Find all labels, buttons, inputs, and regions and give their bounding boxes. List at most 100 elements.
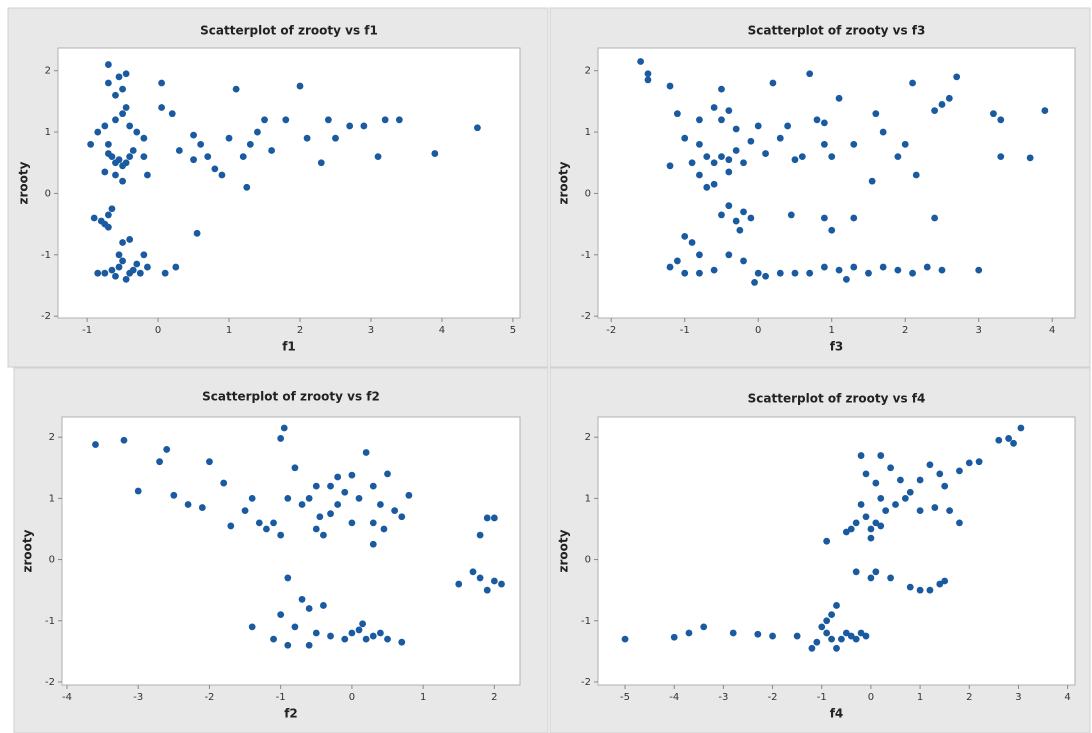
point <box>140 251 148 259</box>
point <box>806 269 814 277</box>
point <box>965 459 973 467</box>
point <box>305 494 313 502</box>
point <box>936 580 944 588</box>
point <box>119 239 126 246</box>
point <box>729 629 737 637</box>
point <box>112 171 119 179</box>
point <box>158 79 166 87</box>
point <box>498 580 505 588</box>
point <box>225 134 233 142</box>
point <box>206 458 213 466</box>
point <box>239 153 247 161</box>
x-tick-label: -3 <box>133 692 143 703</box>
point <box>901 494 909 502</box>
point <box>857 501 865 508</box>
point <box>136 269 144 277</box>
point <box>101 168 109 176</box>
point <box>787 211 795 219</box>
y-tick-label: 0 <box>45 188 51 199</box>
point <box>303 134 311 142</box>
point <box>94 269 102 277</box>
x-tick-label: 0 <box>868 692 874 703</box>
point <box>754 269 762 277</box>
point <box>317 159 325 167</box>
point <box>995 436 1003 444</box>
point <box>90 214 98 222</box>
point <box>877 522 885 530</box>
point <box>732 147 740 154</box>
point <box>762 272 769 280</box>
point <box>122 70 130 78</box>
point <box>476 531 484 539</box>
point <box>316 513 324 521</box>
point <box>1026 154 1034 162</box>
point <box>945 94 953 102</box>
x-tick-label: 3 <box>976 325 982 336</box>
point <box>941 577 949 585</box>
point <box>956 467 963 475</box>
point <box>263 525 270 533</box>
x-tick-label: -1 <box>82 325 92 336</box>
point <box>813 638 821 646</box>
point <box>923 263 931 271</box>
point <box>341 635 349 643</box>
point <box>1005 435 1013 442</box>
point <box>909 79 916 87</box>
point <box>277 435 285 442</box>
point <box>644 76 652 84</box>
y-tick-label: 2 <box>585 432 591 443</box>
point <box>754 630 762 638</box>
point <box>112 272 119 280</box>
point <box>879 128 887 136</box>
x-tick-label: 2 <box>966 692 972 703</box>
point <box>872 479 880 487</box>
point <box>867 534 875 542</box>
point <box>126 153 134 161</box>
point <box>673 257 681 265</box>
point <box>431 150 439 157</box>
point <box>847 525 855 533</box>
point <box>332 134 339 142</box>
point <box>725 202 733 210</box>
point <box>877 494 885 502</box>
point <box>119 85 126 93</box>
point <box>906 583 914 591</box>
point <box>298 501 306 508</box>
point <box>850 140 858 148</box>
point <box>490 514 498 522</box>
x-tick-label: 1 <box>917 692 923 703</box>
point <box>901 140 909 148</box>
point <box>140 134 148 142</box>
point <box>820 263 828 271</box>
point <box>232 85 240 93</box>
point <box>362 449 370 456</box>
point <box>732 217 740 225</box>
point <box>941 482 949 490</box>
point <box>670 633 678 641</box>
point <box>857 452 865 459</box>
y-tick-label: -2 <box>581 311 591 322</box>
point <box>946 507 954 515</box>
point <box>912 171 920 179</box>
point <box>833 644 840 652</box>
y-tick-label: -1 <box>41 250 51 261</box>
point <box>828 611 835 619</box>
point <box>483 586 491 594</box>
point <box>975 266 983 274</box>
point <box>204 153 212 161</box>
point <box>852 635 860 643</box>
point <box>115 156 123 164</box>
point <box>1041 107 1049 114</box>
point <box>101 269 109 277</box>
point <box>877 452 885 459</box>
x-axis-label: f1 <box>282 340 296 354</box>
point <box>384 470 391 478</box>
point <box>703 183 711 191</box>
point <box>681 134 689 142</box>
point <box>718 211 725 219</box>
point <box>197 140 205 148</box>
point <box>710 159 718 167</box>
x-tick-label: -4 <box>669 692 679 703</box>
point <box>312 482 320 490</box>
